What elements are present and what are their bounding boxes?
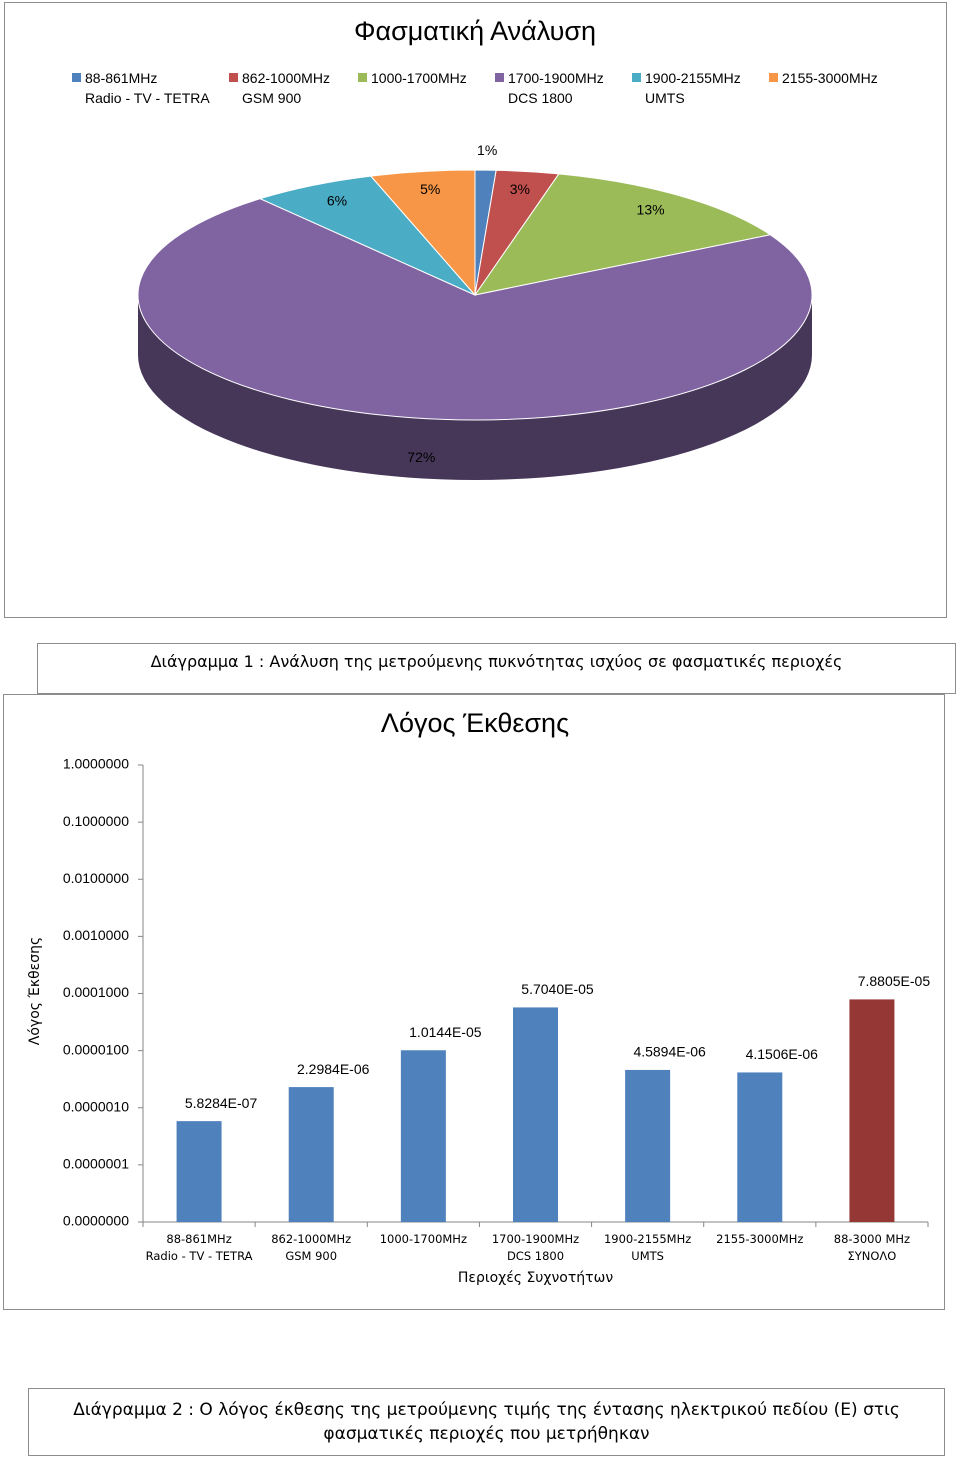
x-axis-label: Περιοχές Συχνοτήτων bbox=[457, 1270, 614, 1286]
chart-title: Λόγος Έκθεσης bbox=[380, 708, 570, 738]
pie-slice bbox=[137, 198, 813, 421]
data-label: 5% bbox=[420, 181, 440, 197]
y-tick-label: 0.0010000 bbox=[63, 927, 129, 943]
y-tick-label: 0.0100000 bbox=[63, 870, 129, 886]
y-axis-label: Λόγος Έκθεσης bbox=[27, 936, 43, 1046]
x-tick-label: 88-3000 MHz ΣΥΝΟΛΟ bbox=[833, 1232, 911, 1263]
data-label: 5.8284E-07 bbox=[185, 1095, 258, 1111]
x-tick-label: 1900-2155MHz UMTS bbox=[603, 1232, 692, 1263]
y-tick-label: 0.0000010 bbox=[63, 1098, 129, 1114]
pie-slice bbox=[473, 173, 772, 296]
legend-label: 862-1000MHz GSM 900 bbox=[242, 70, 330, 106]
data-label: 4.5894E-06 bbox=[633, 1044, 706, 1060]
bar-frame bbox=[3, 694, 945, 1310]
legend-swatch bbox=[72, 73, 81, 82]
bar bbox=[288, 1087, 334, 1222]
legend-label: 1900-2155MHz UMTS bbox=[645, 70, 741, 106]
caption: Διάγραμμα 1 : Ανάλυση της μετρούμενης πυ… bbox=[150, 652, 843, 671]
x-tick-label: 1000-1700MHz bbox=[379, 1232, 467, 1246]
y-tick-label: 0.0001000 bbox=[63, 984, 129, 1000]
data-label: 2.2984E-06 bbox=[297, 1061, 370, 1077]
bar bbox=[400, 1050, 446, 1222]
data-label: 13% bbox=[637, 202, 665, 218]
bar bbox=[737, 1072, 783, 1222]
data-label: 72% bbox=[407, 449, 435, 465]
pie-frame bbox=[4, 2, 947, 618]
data-label: 1.0144E-05 bbox=[409, 1024, 482, 1040]
y-tick-label: 0.1000000 bbox=[63, 813, 129, 829]
x-tick-label: 2155-3000MHz bbox=[716, 1232, 804, 1246]
y-tick-label: 1.0000000 bbox=[63, 756, 129, 772]
legend-swatch bbox=[769, 73, 778, 82]
caption: Διάγραμμα 2 : Ο λόγος έκθεσης της μετρού… bbox=[73, 1400, 900, 1444]
data-label: 7.8805E-05 bbox=[858, 973, 931, 989]
x-tick-label: 1700-1900MHz DCS 1800 bbox=[491, 1232, 580, 1263]
caption-frame bbox=[37, 643, 956, 694]
chart-title: Φασματική Ανάλυση bbox=[353, 16, 597, 46]
y-tick-label: 0.0000000 bbox=[63, 1213, 129, 1229]
data-label: 4.1506E-06 bbox=[746, 1046, 819, 1062]
data-label: 5.7040E-05 bbox=[521, 981, 594, 997]
data-label: 6% bbox=[327, 193, 347, 209]
legend-label: 2155-3000MHz bbox=[782, 70, 878, 86]
x-tick-label: 88-861MHz Radio - TV - TETRA bbox=[145, 1232, 253, 1263]
legend-swatch bbox=[358, 73, 367, 82]
bar bbox=[625, 1069, 671, 1222]
y-tick-label: 0.0000001 bbox=[63, 1156, 129, 1172]
data-label: 1% bbox=[477, 142, 497, 158]
x-tick-label: 862-1000MHz GSM 900 bbox=[271, 1232, 352, 1263]
pie-slice bbox=[369, 169, 476, 297]
pie-side bbox=[138, 295, 812, 480]
bar bbox=[849, 999, 895, 1222]
legend-label: 1000-1700MHz bbox=[371, 70, 467, 86]
pie-slice bbox=[258, 175, 476, 296]
legend-swatch bbox=[495, 73, 504, 82]
bar bbox=[513, 1007, 558, 1222]
y-tick-label: 0.0000100 bbox=[63, 1041, 129, 1057]
bar bbox=[176, 1121, 222, 1222]
legend-label: 1700-1900MHz DCS 1800 bbox=[508, 70, 604, 106]
caption-frame bbox=[28, 1388, 945, 1456]
data-label: 3% bbox=[510, 181, 530, 197]
legend-swatch bbox=[632, 73, 641, 82]
legend-label: 88-861MHz Radio - TV - TETRA bbox=[85, 70, 210, 106]
legend-swatch bbox=[229, 73, 238, 82]
